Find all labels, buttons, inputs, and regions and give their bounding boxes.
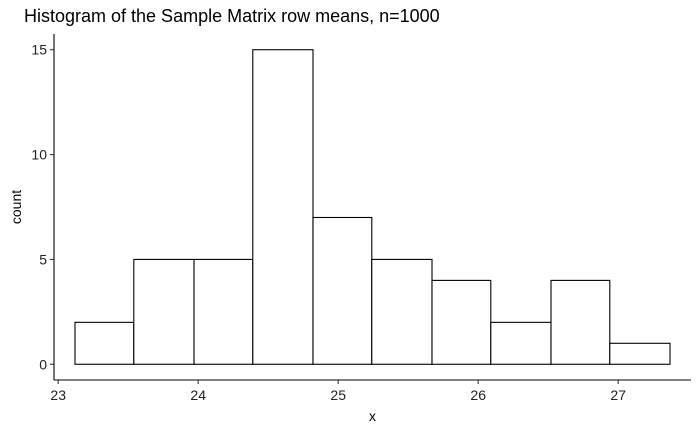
- chart-title: Histogram of the Sample Matrix row means…: [24, 6, 440, 26]
- x-tick-label: 25: [330, 387, 346, 403]
- x-tick-label: 23: [50, 387, 66, 403]
- y-axis-label: count: [8, 190, 24, 224]
- histogram-bar: [252, 49, 314, 365]
- histogram-bar: [490, 321, 552, 365]
- x-axis-label: x: [369, 408, 376, 424]
- y-tick-label: 10: [31, 147, 47, 163]
- y-tick-label: 15: [31, 42, 47, 58]
- x-tick-label: 27: [610, 387, 626, 403]
- histogram-bar: [193, 258, 254, 365]
- y-tick-label: 5: [39, 251, 47, 267]
- x-tick-label: 26: [470, 387, 486, 403]
- histogram-bar: [74, 321, 135, 365]
- histogram-bar: [312, 216, 373, 365]
- histogram-bar: [133, 258, 195, 365]
- histogram-bar: [371, 258, 433, 365]
- x-tick-label: 24: [190, 387, 206, 403]
- histogram-bar: [431, 279, 492, 365]
- histogram-bar: [550, 279, 611, 365]
- y-tick-label: 0: [39, 356, 47, 372]
- histogram-bar: [609, 342, 671, 365]
